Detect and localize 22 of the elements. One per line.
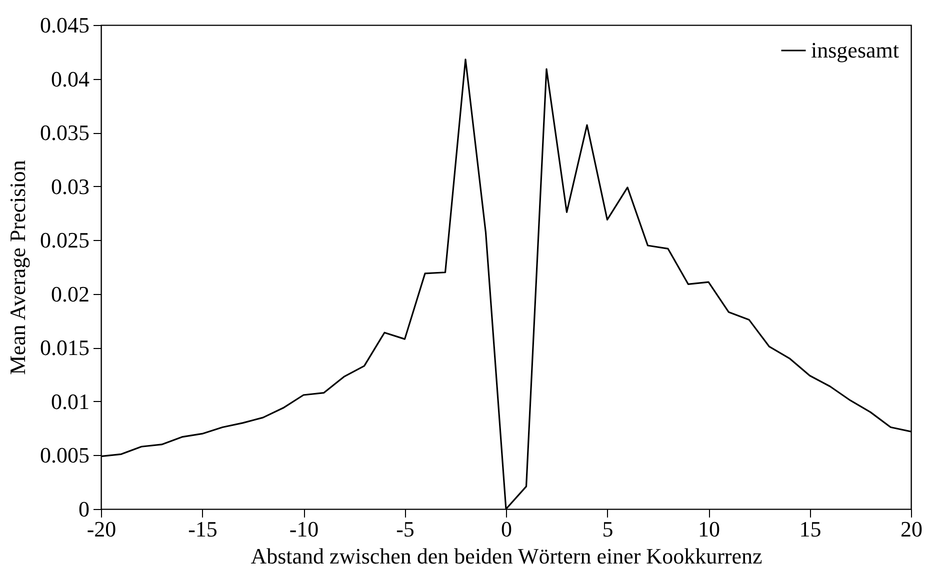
y-tick-label: 0 xyxy=(78,496,90,522)
x-tick-label: 20 xyxy=(900,516,922,542)
y-tick-label: 0.02 xyxy=(51,281,90,306)
y-tick-label: 0.015 xyxy=(40,335,90,360)
x-tick-label: 15 xyxy=(799,516,822,542)
y-tick-label: 0.025 xyxy=(40,228,90,253)
x-tick-label: 5 xyxy=(602,516,614,542)
y-tick-label: 0.03 xyxy=(51,174,90,199)
y-axis-title: Mean Average Precision xyxy=(5,160,30,375)
x-tick-label: 10 xyxy=(698,516,720,542)
x-tick-label: -5 xyxy=(396,516,414,542)
y-tick-label: 0.04 xyxy=(51,66,90,92)
y-tick-label: 0.01 xyxy=(51,388,90,414)
legend-label: insgesamt xyxy=(811,38,899,62)
y-tick-label: 0.005 xyxy=(40,442,90,468)
y-tick-label: 0.045 xyxy=(40,12,90,38)
x-tick-label: -15 xyxy=(188,516,218,542)
x-axis-title: Abstand zwischen den beiden Wörtern einer Kookkurrenz xyxy=(250,544,762,568)
x-tick-label: -10 xyxy=(289,516,319,542)
y-tick-label: 0.035 xyxy=(40,120,90,146)
x-tick-label: -20 xyxy=(86,516,116,542)
x-tick-label: 0 xyxy=(501,516,512,542)
